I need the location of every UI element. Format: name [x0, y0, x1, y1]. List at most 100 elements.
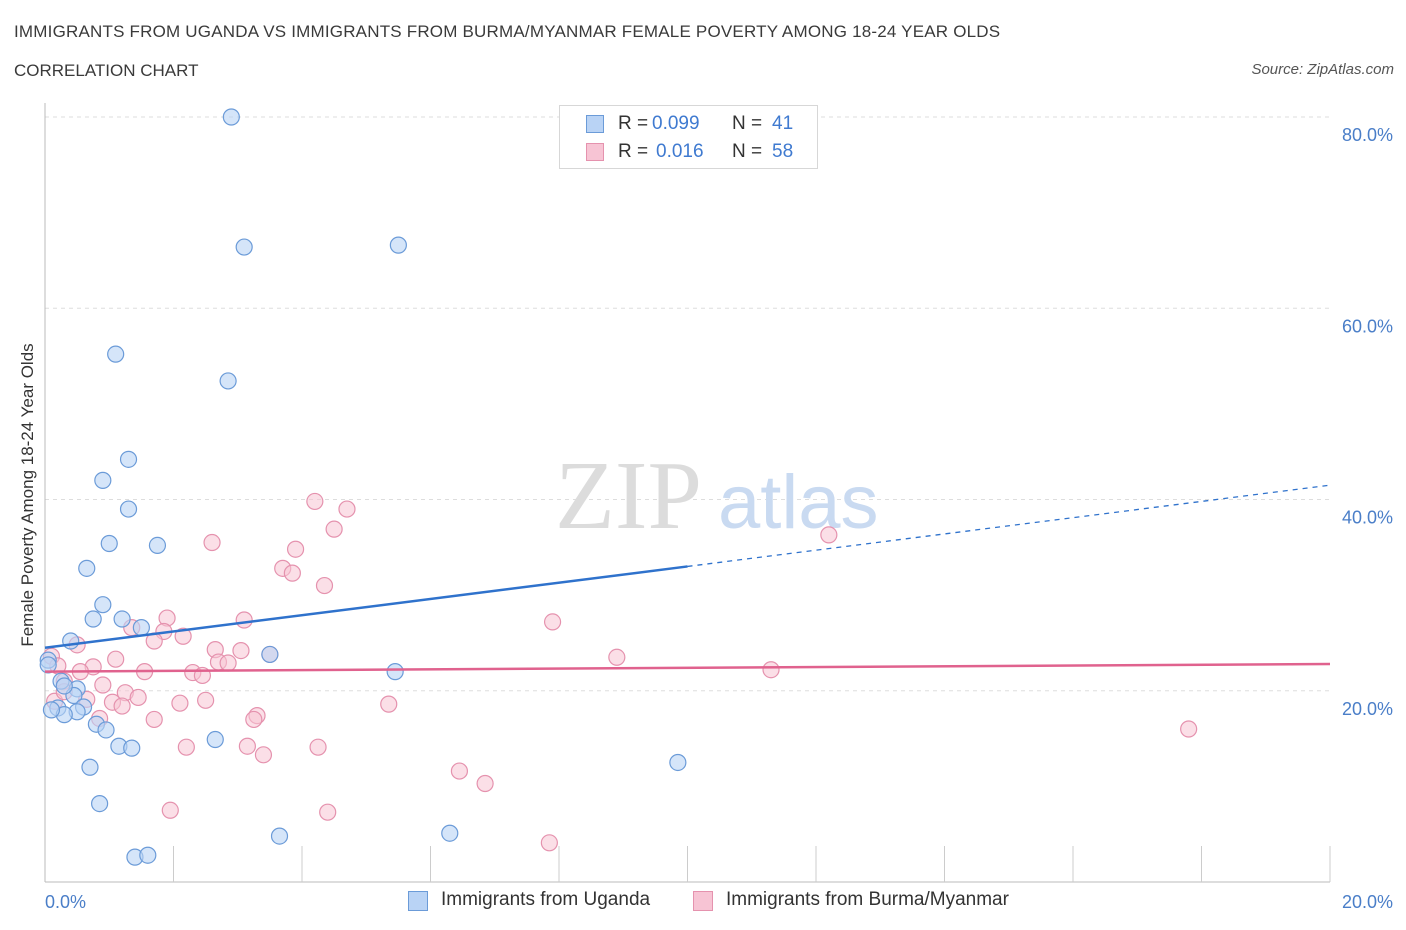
stats-legend: R = 0.099 N = 41 R = 0.016 N = 58 — [559, 105, 818, 169]
uganda-point — [669, 753, 687, 772]
axes — [44, 103, 1331, 883]
burma-point — [177, 738, 195, 756]
grid-lines — [45, 116, 1330, 692]
uganda-point — [42, 701, 61, 719]
burma-point — [476, 774, 494, 793]
burma-point — [145, 710, 163, 729]
uganda-trend-line — [44, 565, 688, 649]
uganda-point — [123, 739, 141, 757]
chart-title: IMMIGRANTS FROM UGANDA VS IMMIGRANTS FRO… — [14, 22, 1001, 41]
tick-labels: 20.0% 40.0% 60.0% 80.0% 0.0% 20.0% — [45, 125, 1393, 912]
burma-point — [203, 533, 221, 552]
uganda-point — [84, 610, 102, 628]
burma-point — [238, 737, 256, 755]
uganda-point — [97, 721, 115, 739]
burma-point — [338, 500, 356, 518]
legend-swatch-burma — [586, 143, 604, 161]
uganda-point — [94, 471, 112, 489]
uganda-point — [100, 534, 118, 553]
legend-r-value-burma: 0.016 — [656, 141, 704, 162]
burma-point — [450, 762, 469, 780]
burma-point — [309, 738, 327, 756]
burma-point — [306, 492, 324, 511]
uganda-point — [441, 824, 459, 842]
burma-point — [129, 688, 147, 707]
uganda-point — [78, 559, 96, 577]
x-tick-label: 20.0% — [1342, 892, 1393, 912]
legend-r-value-uganda: 0.099 — [652, 113, 700, 134]
uganda-point — [206, 730, 224, 749]
burma-point — [380, 695, 398, 713]
source-label: Source: ZipAtlas.com — [1251, 61, 1394, 78]
legend-n-value-burma: 58 — [772, 141, 794, 162]
uganda-point — [81, 758, 99, 776]
burma-trend-line — [44, 662, 1331, 673]
bottom-legend-swatch-uganda — [408, 891, 428, 911]
uganda-point — [261, 645, 279, 664]
uganda-point — [119, 450, 138, 468]
legend-r-label: R = — [618, 141, 649, 162]
uganda-point — [148, 536, 167, 555]
burma-point — [608, 648, 626, 666]
burma-point — [319, 803, 337, 821]
burma-point — [235, 611, 253, 629]
legend-n-label: N = — [732, 141, 763, 162]
bottom-legend-label-uganda: Immigrants from Uganda — [441, 889, 651, 910]
burma-point — [245, 710, 263, 729]
burma-point — [325, 520, 343, 538]
burma-point — [113, 697, 131, 715]
bottom-legend-swatch-burma — [693, 891, 713, 911]
uganda-point — [219, 372, 237, 390]
uganda-point — [139, 846, 157, 864]
uganda-point — [132, 619, 150, 637]
uganda-point — [55, 677, 73, 695]
burma-point — [286, 540, 305, 558]
y-tick-label: 20.0% — [1342, 699, 1393, 719]
uganda-point — [235, 238, 253, 256]
legend-r-label: R = — [618, 113, 649, 134]
uganda-point — [119, 500, 138, 518]
legend-n-label: N = — [732, 113, 763, 134]
legend-n-value-uganda: 41 — [772, 113, 794, 134]
burma-point — [232, 641, 250, 660]
trend-lines — [44, 484, 1331, 673]
burma-point — [762, 661, 780, 679]
y-tick-label: 80.0% — [1342, 125, 1393, 145]
y-axis-label: Female Poverty Among 18-24 Year Olds — [18, 343, 37, 646]
chart-subtitle: CORRELATION CHART — [14, 61, 199, 80]
burma-point — [94, 676, 112, 694]
burma-point — [219, 654, 237, 672]
uganda-point — [91, 794, 109, 813]
burma-point — [820, 526, 838, 544]
uganda-point — [389, 236, 407, 254]
x-tick-label: 0.0% — [45, 892, 86, 912]
uganda-point — [62, 632, 80, 650]
uganda-point — [39, 656, 57, 674]
legend-swatch-uganda — [586, 115, 604, 133]
uganda-points — [39, 108, 687, 866]
uganda-point — [113, 610, 131, 628]
y-tick-label: 60.0% — [1342, 316, 1393, 336]
burma-point — [161, 801, 179, 819]
burma-point — [283, 564, 301, 582]
burma-point — [254, 746, 273, 764]
burma-point — [315, 576, 334, 595]
burma-point — [197, 691, 215, 709]
burma-point — [107, 650, 125, 668]
watermark: ZIP atlas — [555, 442, 879, 550]
uganda-point — [270, 827, 289, 845]
watermark-atlas: atlas — [718, 460, 879, 545]
burma-point — [171, 694, 189, 712]
burma-point — [174, 627, 192, 645]
burma-point — [1180, 720, 1198, 738]
uganda-point — [222, 108, 240, 126]
burma-point — [543, 613, 562, 631]
y-tick-label: 40.0% — [1342, 508, 1393, 528]
uganda-trend-extension — [687, 484, 1331, 568]
burma-point — [540, 834, 558, 852]
bottom-legend-label-burma: Immigrants from Burma/Myanmar — [726, 889, 1009, 910]
watermark-zip: ZIP — [555, 442, 702, 550]
uganda-point — [386, 663, 404, 681]
uganda-point — [107, 345, 125, 363]
